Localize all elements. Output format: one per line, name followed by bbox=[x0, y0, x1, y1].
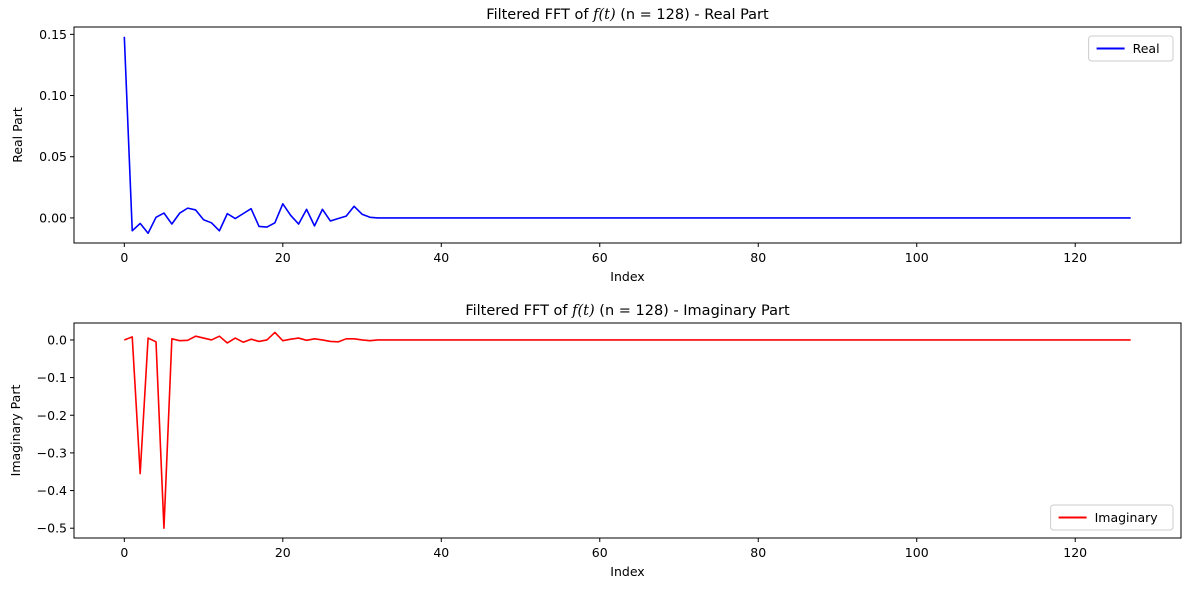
real-part-xtick-label: 60 bbox=[592, 250, 608, 265]
real-part-y-ticks: 0.00 0.05 0.10 0.15 bbox=[39, 27, 74, 225]
real-part-legend-box bbox=[1088, 35, 1174, 62]
imaginary-part-ytick-label: −0.2 bbox=[37, 408, 67, 423]
imaginary-part-ytick-label: −0.5 bbox=[37, 521, 67, 536]
imaginary-part-title: Filtered FFT of f(t) (n = 128) - Imagina… bbox=[465, 303, 790, 319]
imaginary-part-ytick-label: −0.3 bbox=[37, 445, 67, 460]
imaginary-part-legend-label: Imaginary bbox=[1095, 510, 1159, 525]
imaginary-part-axes-frame bbox=[73, 322, 1182, 539]
real-part-series-line bbox=[123, 36, 1131, 235]
real-part-ylabel: Real Part bbox=[10, 107, 25, 163]
imaginary-part-ytick-label: −0.4 bbox=[37, 483, 67, 498]
real-part-legend: Real bbox=[1088, 35, 1174, 62]
real-part-ytick-label: 0.05 bbox=[39, 149, 67, 164]
real-part-subplot: Filtered FFT of f(t) (n = 128) - Real Pa… bbox=[10, 7, 1182, 284]
imaginary-part-xtick-label: 80 bbox=[750, 545, 766, 560]
real-part-legend-label: Real bbox=[1133, 41, 1160, 56]
imaginary-part-legend: Imaginary bbox=[1050, 504, 1174, 531]
imaginary-part-subplot: Filtered FFT of f(t) (n = 128) - Imagina… bbox=[8, 303, 1182, 579]
imaginary-part-xtick-label: 100 bbox=[905, 545, 929, 560]
imaginary-part-ylabel: Imaginary Part bbox=[8, 385, 23, 477]
real-part-xtick-label: 0 bbox=[120, 250, 128, 265]
imaginary-part-legend-box bbox=[1050, 504, 1174, 531]
imaginary-part-xtick-label: 120 bbox=[1063, 545, 1087, 560]
real-part-xtick-label: 40 bbox=[433, 250, 449, 265]
imaginary-part-ytick-label: 0.0 bbox=[47, 332, 67, 347]
real-part-ytick-label: 0.00 bbox=[39, 210, 67, 225]
real-part-xtick-label: 120 bbox=[1063, 250, 1087, 265]
imaginary-part-ytick-label: −0.1 bbox=[37, 370, 67, 385]
imaginary-part-series-line bbox=[124, 331, 1131, 530]
real-part-axes-frame bbox=[73, 26, 1182, 244]
real-part-xlabel: Index bbox=[610, 269, 644, 284]
imaginary-part-xtick-label: 20 bbox=[275, 545, 291, 560]
real-part-xtick-label: 100 bbox=[905, 250, 929, 265]
real-part-ytick-label: 0.15 bbox=[39, 27, 67, 42]
imaginary-part-xtick-label: 60 bbox=[592, 545, 608, 560]
imaginary-part-y-ticks: −0.5 −0.4 −0.3 −0.2 −0.1 0.0 bbox=[37, 332, 74, 536]
imaginary-part-xtick-label: 40 bbox=[433, 545, 449, 560]
real-part-title: Filtered FFT of f(t) (n = 128) - Real Pa… bbox=[486, 7, 769, 23]
real-part-series bbox=[123, 36, 1131, 235]
real-part-x-ticks: 0 20 40 60 80 100 120 bbox=[120, 243, 1087, 265]
imaginary-part-xtick-label: 0 bbox=[120, 545, 128, 560]
imaginary-part-series bbox=[124, 331, 1131, 530]
imaginary-part-x-ticks: 0 20 40 60 80 100 120 bbox=[120, 538, 1087, 560]
imaginary-part-xlabel: Index bbox=[610, 564, 644, 579]
real-part-xtick-label: 80 bbox=[750, 250, 766, 265]
real-part-xtick-label: 20 bbox=[275, 250, 291, 265]
real-part-ytick-label: 0.10 bbox=[39, 88, 67, 103]
